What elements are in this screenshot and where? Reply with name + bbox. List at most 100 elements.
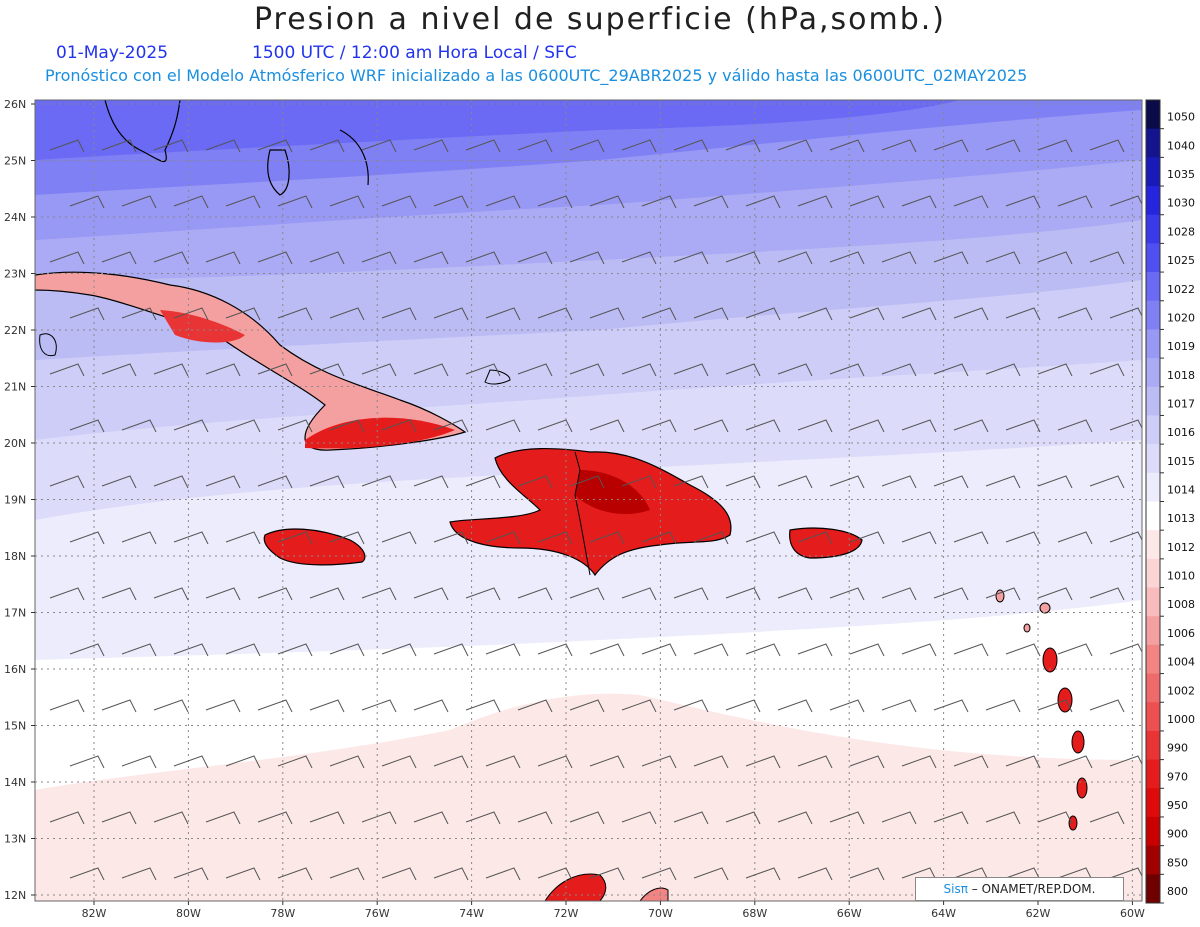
wind-barb [693, 307, 729, 321]
wind-barb [953, 195, 989, 209]
wind-barb [797, 307, 833, 321]
wind-barb [641, 867, 677, 881]
colorbar-swatch [1146, 358, 1160, 388]
wind-barb [1037, 811, 1073, 825]
wind-barb [517, 587, 553, 601]
wind-barb [205, 811, 241, 825]
wind-barb [413, 475, 449, 489]
colorbar-label: 900 [1167, 828, 1188, 841]
wind-barb [621, 363, 657, 377]
lat-label: 25N [4, 155, 26, 168]
wind-barb [1037, 251, 1073, 265]
wind-barb [153, 363, 189, 377]
wind-barb [49, 587, 85, 601]
wind-barb [829, 363, 865, 377]
wind-barb [205, 475, 241, 489]
colorbar-swatch [1146, 673, 1160, 703]
wind-barb [517, 363, 553, 377]
wind-barb [881, 251, 917, 265]
colorbar-swatch [1146, 874, 1160, 904]
wind-barb [537, 195, 573, 209]
wind-barb [953, 307, 989, 321]
wind-barb [413, 251, 449, 265]
wind-barb [49, 363, 85, 377]
wind-barb [1109, 531, 1142, 543]
band-1012 [35, 693, 1142, 901]
wind-barb [797, 867, 833, 881]
wind-barb [985, 811, 1021, 825]
lat-label: 26N [4, 98, 26, 111]
wind-barb [257, 699, 293, 713]
wind-barb [693, 419, 729, 433]
wind-barb [49, 139, 85, 153]
wind-barb [589, 307, 625, 321]
wind-barb [589, 755, 625, 769]
wind-barb [673, 475, 709, 489]
wind-barb [985, 699, 1021, 713]
wind-barb [381, 195, 417, 209]
wind-barb [589, 195, 625, 209]
wind-barb [901, 307, 937, 321]
wind-barb [745, 307, 781, 321]
wind-barb [829, 251, 865, 265]
lon-label: 74W [459, 907, 484, 920]
wind-barb [465, 251, 501, 265]
wind-barb [1109, 867, 1142, 879]
wind-barb [589, 419, 625, 433]
colorbar-label: 1006 [1167, 627, 1195, 640]
colorbar-label: 1013 [1167, 512, 1195, 525]
wind-barb [1005, 419, 1041, 433]
wind-barb [361, 587, 397, 601]
wind-barb [673, 587, 709, 601]
wind-barb [1057, 755, 1093, 769]
lon-label: 66W [837, 907, 862, 920]
colorbar-swatch [1146, 272, 1160, 302]
wind-barb [257, 475, 293, 489]
colorbar-swatch [1146, 816, 1160, 847]
wind-barb [777, 363, 813, 377]
colorbar-label: 990 [1167, 742, 1188, 755]
wind-barb [153, 699, 189, 713]
wind-barb [725, 363, 761, 377]
colorbar-label: 1020 [1167, 311, 1195, 324]
wind-barb [621, 139, 657, 153]
wind-barb [329, 307, 365, 321]
wind-barb [173, 419, 209, 433]
wind-barb [933, 811, 969, 825]
wind-barb [537, 531, 573, 545]
wind-barb [361, 699, 397, 713]
wind-barb [1037, 363, 1073, 377]
wind-barb [1005, 643, 1041, 657]
wind-barb [121, 755, 157, 769]
wind-barb [433, 643, 469, 657]
wind-barb [1005, 307, 1041, 321]
wind-barb [1089, 811, 1125, 825]
colorbar-label: 1002 [1167, 684, 1195, 697]
lat-label: 15N [4, 720, 26, 733]
wind-barb [829, 699, 865, 713]
wind-barb [277, 531, 313, 545]
wind-barb [797, 755, 833, 769]
wind-barb [277, 419, 313, 433]
wind-barb [1089, 699, 1125, 713]
lat-label: 17N [4, 607, 26, 620]
wind-barb [309, 811, 345, 825]
colorbar-swatch [1146, 530, 1160, 560]
wind-barb [121, 643, 157, 657]
wind-barb [933, 363, 969, 377]
colorbar-swatch [1146, 444, 1160, 474]
colorbar-label: 1035 [1167, 168, 1195, 181]
wind-barb [745, 643, 781, 657]
wind-barb [829, 139, 865, 153]
colorbar-swatch [1146, 558, 1160, 589]
wind-barb [777, 811, 813, 825]
wind-barb [985, 475, 1021, 489]
wind-barb [381, 307, 417, 321]
wind-barb [361, 251, 397, 265]
wind-barb [1057, 419, 1093, 433]
wind-barb [153, 475, 189, 489]
credit-box: Sisπ – ONAMET/REP.DOM. [915, 877, 1124, 901]
wind-barb [277, 195, 313, 209]
wind-barb [621, 251, 657, 265]
